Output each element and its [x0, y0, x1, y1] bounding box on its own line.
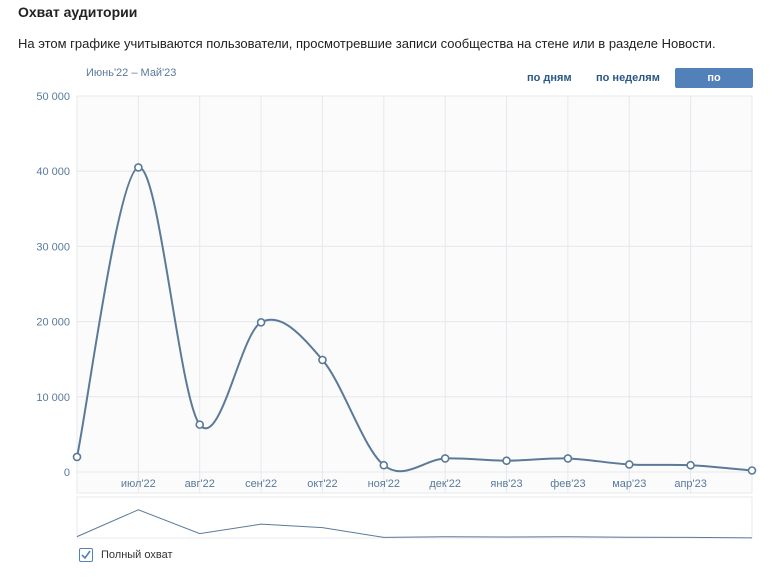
x-tick-label: июл'22: [121, 478, 156, 490]
data-point: [624, 460, 634, 469]
data-point: [502, 456, 511, 466]
chart-description: На этом графике учитываются пользователи…: [18, 36, 716, 51]
y-tick-label: 50 000: [36, 91, 70, 103]
series-line: [76, 166, 753, 473]
x-tick-label: фев'23: [550, 478, 585, 490]
full-reach-label: Полный охват: [101, 549, 173, 561]
y-tick-label: 0: [64, 467, 70, 479]
x-tick-label: ноя'22: [368, 478, 400, 490]
data-point: [686, 460, 695, 470]
page-title: Охват аудитории: [18, 4, 138, 20]
x-tick-label: апр'23: [674, 478, 707, 490]
y-tick-label: 30 000: [36, 241, 70, 253]
x-tick-label: дек'22: [429, 478, 461, 490]
navigator-frame: [76, 496, 753, 539]
x-tick-label: окт'22: [307, 478, 337, 490]
y-tick-label: 20 000: [36, 317, 70, 329]
date-range-label: Июнь'22 – Май'23: [86, 67, 177, 79]
data-point: [134, 163, 143, 172]
data-point: [440, 454, 450, 463]
period-weeks-button[interactable]: по неделям: [596, 72, 660, 84]
x-tick-label: сен'22: [245, 478, 277, 490]
data-point: [195, 420, 205, 429]
data-point: [379, 460, 389, 470]
x-tick-label: янв'23: [490, 478, 522, 490]
y-tick-label: 10 000: [36, 392, 70, 404]
y-tick-label: 40 000: [36, 166, 70, 178]
data-point: [72, 452, 82, 462]
data-point: [747, 466, 757, 475]
navigator-line: [76, 509, 753, 539]
data-point: [256, 318, 266, 327]
checkmark-icon: [81, 550, 91, 560]
period-days-button[interactable]: по дням: [527, 72, 572, 84]
x-tick-label: мар'23: [612, 478, 646, 490]
data-point: [563, 454, 573, 463]
x-tick-label: авг'22: [185, 478, 215, 490]
plot-area: [76, 95, 753, 494]
data-point: [318, 355, 327, 365]
full-reach-checkbox[interactable]: [79, 548, 93, 562]
